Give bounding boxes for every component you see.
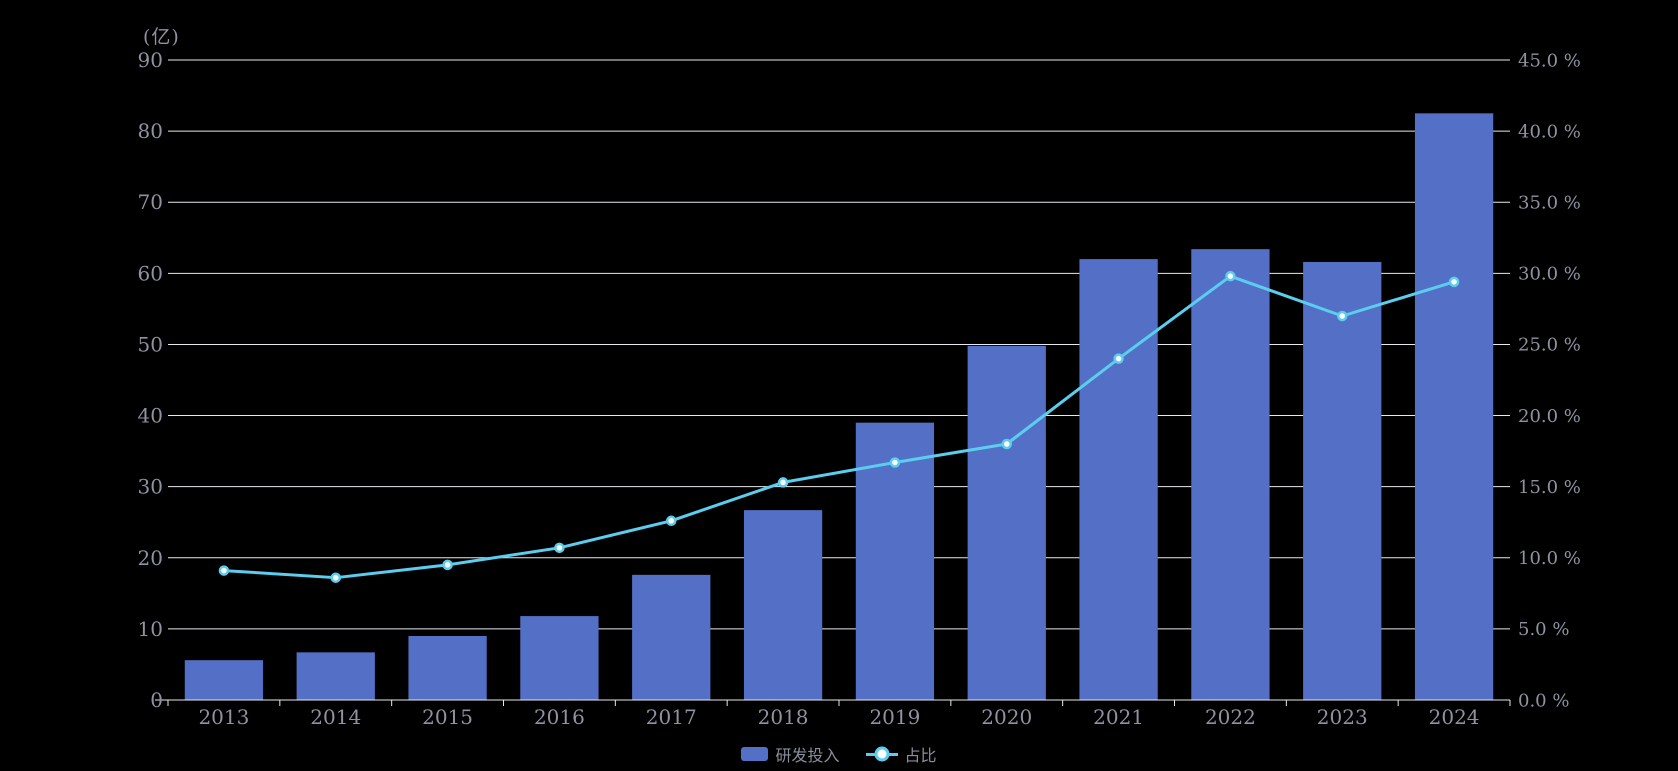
bar-2023[interactable] [1303, 261, 1382, 700]
right-axis-tick-label: 35.0 % [1518, 193, 1581, 214]
legend-label-ratio: 占比 [904, 746, 937, 765]
ratio-line [222, 274, 1456, 580]
x-axis-label-2020: 2020 [981, 705, 1032, 729]
x-axis-label-2017: 2017 [646, 705, 697, 729]
left-axis-tick-label: 0 [150, 688, 163, 712]
bar-series-swatch-icon [741, 747, 769, 761]
x-axis-label-2014: 2014 [310, 705, 361, 729]
legend-label-rd-investment: 研发投入 [775, 746, 840, 765]
bar-2017[interactable] [632, 574, 711, 700]
x-axis-label-2016: 2016 [534, 705, 585, 729]
line-point-2020[interactable] [1001, 438, 1012, 450]
left-axis-tick-label: 30 [138, 475, 163, 499]
line-point-2022[interactable] [1225, 270, 1236, 282]
left-axis-tick-label: 10 [138, 617, 163, 641]
bar-2019[interactable] [855, 422, 935, 700]
line-point-2023[interactable] [1337, 310, 1348, 322]
line-point-2019[interactable] [889, 457, 901, 468]
bar-2024[interactable] [1414, 113, 1494, 701]
right-axis-tick-label: 0.0 % [1518, 690, 1569, 711]
right-axis-tick-label: 20.0 % [1518, 406, 1581, 427]
right-axis-tick-label: 45.0 % [1518, 50, 1581, 71]
left-axis-tick-label: 50 [138, 332, 163, 356]
right-axis-tick-label: 10.0 % [1518, 548, 1581, 569]
line-point-2024[interactable] [1448, 276, 1460, 288]
line-series-swatch-icon [865, 746, 898, 762]
line-point-2013[interactable] [218, 565, 230, 576]
bar-2015[interactable] [408, 636, 487, 700]
line-point-2015[interactable] [442, 559, 453, 571]
line-point-2018[interactable] [777, 477, 789, 488]
line-point-2016[interactable] [554, 542, 565, 554]
line-point-2017[interactable] [666, 515, 677, 527]
left-axis-unit-label: (亿) [143, 26, 180, 48]
x-axis-label-2019: 2019 [869, 705, 920, 729]
x-axis-label-2022: 2022 [1205, 705, 1256, 729]
left-axis-tick-label: 80 [138, 119, 163, 143]
bar-2016[interactable] [520, 616, 599, 700]
x-axis-label-2018: 2018 [758, 705, 809, 729]
legend: 研发投入 占比 [0, 742, 1678, 766]
x-axis-label-2024: 2024 [1429, 705, 1480, 729]
bar-2018[interactable] [743, 510, 823, 700]
legend-item-ratio[interactable]: 占比 [865, 742, 937, 766]
bar-2013[interactable] [184, 660, 264, 700]
line-point-2014[interactable] [330, 572, 341, 583]
right-axis-tick-label: 15.0 % [1518, 477, 1581, 498]
right-axis-tick-label: 25.0 % [1518, 335, 1581, 356]
legend-item-rd-investment[interactable]: 研发投入 [741, 742, 840, 766]
bar-2014[interactable] [296, 652, 375, 700]
right-axis-tick-label: 5.0 % [1518, 619, 1569, 640]
bar-2022[interactable] [1191, 249, 1270, 700]
x-axis-label-2023: 2023 [1317, 705, 1368, 729]
left-axis-tick-label: 90 [138, 48, 163, 72]
left-axis-tick-label: 20 [138, 546, 163, 570]
right-axis-tick-label: 40.0 % [1518, 121, 1581, 142]
bar-2020[interactable] [967, 345, 1046, 700]
left-axis-tick-label: 70 [138, 190, 163, 214]
x-axis-label-2021: 2021 [1093, 705, 1144, 729]
left-axis-tick-label: 60 [138, 261, 163, 285]
right-axis-tick-label: 30.0 % [1518, 264, 1581, 285]
x-axis-label-2013: 2013 [198, 705, 249, 729]
left-axis-tick-label: 40 [138, 404, 163, 428]
bar-2021[interactable] [1079, 259, 1158, 700]
line-point-2021[interactable] [1113, 353, 1124, 364]
x-axis-label-2015: 2015 [422, 705, 473, 729]
line-series-dot-icon [874, 746, 889, 762]
